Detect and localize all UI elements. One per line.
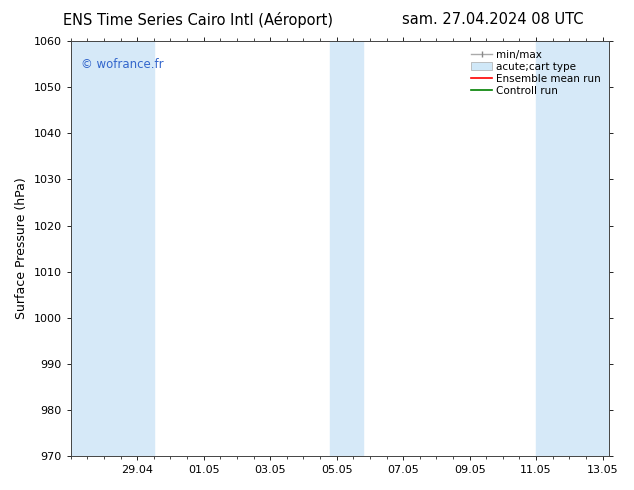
Text: sam. 27.04.2024 08 UTC: sam. 27.04.2024 08 UTC	[402, 12, 583, 27]
Bar	[536, 41, 609, 456]
Y-axis label: Surface Pressure (hPa): Surface Pressure (hPa)	[15, 178, 28, 319]
Text: © wofrance.fr: © wofrance.fr	[82, 58, 164, 71]
Text: ENS Time Series Cairo Intl (Aéroport): ENS Time Series Cairo Intl (Aéroport)	[63, 12, 333, 28]
Bar	[71, 41, 154, 456]
Legend: min/max, acute;cart type, Ensemble mean run, Controll run: min/max, acute;cart type, Ensemble mean …	[468, 47, 604, 99]
Bar	[330, 41, 363, 456]
